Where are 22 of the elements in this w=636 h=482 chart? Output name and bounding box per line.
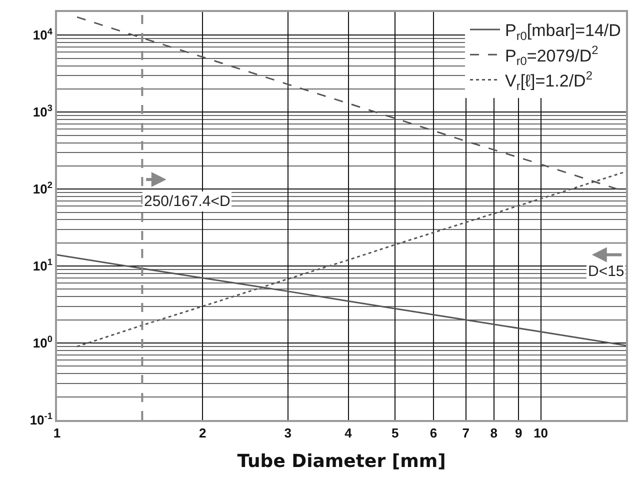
annotation: D<15 [588, 263, 624, 280]
legend-label: P$_{r0}$=2079/D$^{2}$ [505, 43, 599, 68]
x-tick-label: 10 [534, 426, 548, 441]
annotation: 250/167.4<D [144, 193, 230, 210]
y-tick-label: 10$^{0}$ [32, 334, 52, 351]
legend-label: P$_{r0}$[mbar]=14/D [505, 21, 621, 43]
y-tick-label: 10$^{-1}$ [30, 411, 52, 428]
y-tick-label: 10$^{1}$ [32, 257, 52, 274]
x-tick-label: 5 [392, 426, 399, 441]
x-tick-label: 2 [199, 426, 206, 441]
y-tick-label: 10$^{2}$ [32, 180, 52, 197]
x-tick-label: 6 [430, 426, 438, 441]
x-axis-title: Tube Diameter [mm] [237, 451, 446, 472]
x-tick-label: 7 [462, 426, 470, 441]
y-tick-label: 10$^{3}$ [32, 103, 52, 120]
x-tick-label: 1 [53, 426, 61, 441]
x-tick-label: 4 [344, 426, 353, 441]
y-tick-label: 10$^{4}$ [32, 26, 54, 43]
legend-label: V$_{r}$[ℓ]=1.2/D$^{2}$ [505, 68, 593, 93]
x-tick-label: 3 [284, 426, 292, 441]
x-tick-label: 9 [515, 426, 522, 441]
x-tick-label: 8 [490, 426, 498, 441]
